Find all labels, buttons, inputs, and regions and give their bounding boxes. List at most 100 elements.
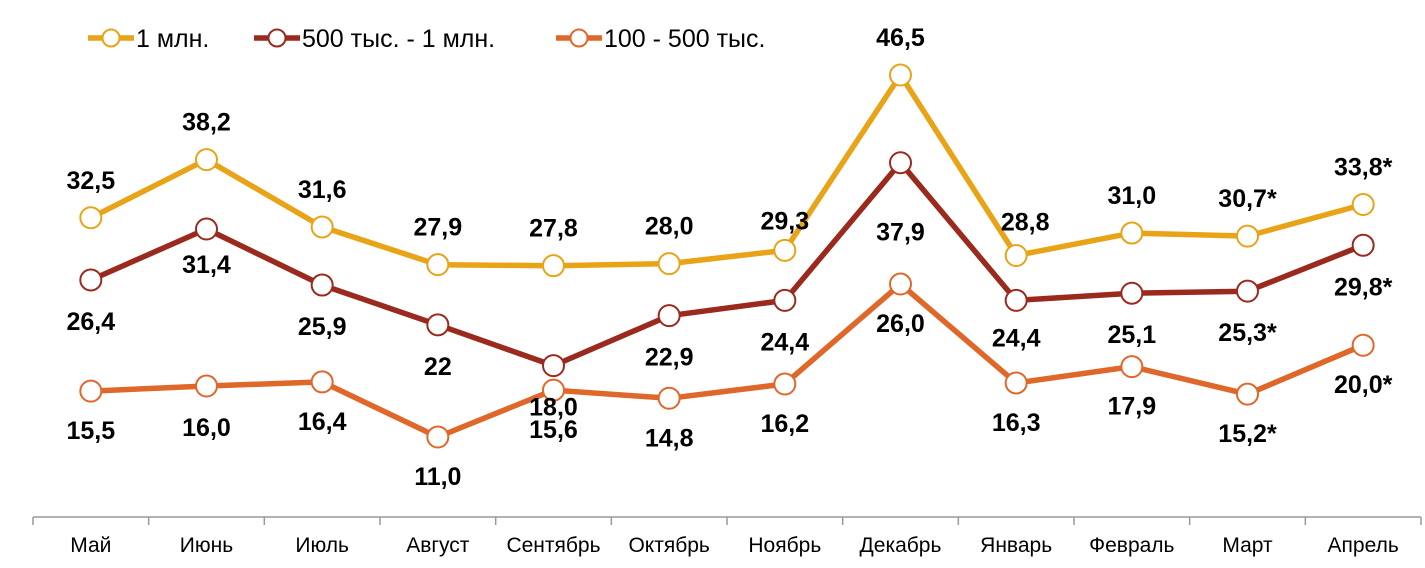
data-label: 27,8: [529, 215, 578, 243]
data-label: 22,9: [645, 344, 694, 372]
data-point: [1236, 382, 1259, 406]
data-label: 14,8: [645, 424, 694, 452]
x-tick-label: Февраль: [1089, 534, 1174, 557]
data-label: 29,8*: [1334, 273, 1393, 301]
data-point: [773, 288, 797, 312]
x-tick-label: Январь: [980, 534, 1052, 557]
data-point: [195, 148, 218, 172]
x-tick-label: Июнь: [180, 534, 233, 557]
data-labels: 32,5 38,2 31,6 27,9 27,8 28,0 29,3 46,5 28,8 31,0…: [66, 24, 1392, 491]
x-tick-label: Март: [1222, 534, 1273, 557]
data-point: [310, 273, 334, 297]
data-point: [542, 378, 565, 402]
data-label: 25,1: [1107, 321, 1156, 349]
data-label: 46,5: [876, 24, 925, 52]
data-label: 27,9: [413, 214, 462, 242]
data-point: [79, 268, 103, 292]
data-point: [310, 215, 334, 239]
data-label: 22: [424, 353, 452, 381]
data-point: [426, 313, 450, 337]
data-point: [889, 151, 912, 175]
x-tick-label: Декабрь: [860, 534, 942, 557]
data-label: 31,0: [1107, 182, 1156, 210]
data-label: 24,4: [760, 328, 809, 356]
data-label: 32,5: [66, 167, 115, 195]
data-label: 16,2: [760, 410, 809, 438]
data-point: [889, 272, 912, 296]
data-point: [542, 354, 565, 378]
legend-label: 1 млн.: [136, 25, 209, 53]
data-label: 31,6: [298, 176, 347, 204]
data-point: [1120, 355, 1144, 379]
data-point: [773, 372, 797, 396]
data-label: 26,0: [876, 310, 925, 338]
data-point: [542, 254, 565, 278]
data-label: 16,0: [182, 414, 231, 442]
legend-item: 500 тыс. - 1 млн.: [254, 25, 495, 53]
data-label: 31,4: [182, 251, 231, 279]
x-axis: Май Июнь Июль Август Сентябрь Октябрь Ноябрь Де…: [32, 516, 1422, 557]
series-layer: [79, 63, 1375, 449]
x-tick-label: Октябрь: [628, 534, 709, 557]
legend-item: 1 млн.: [88, 25, 209, 53]
data-label: 25,3*: [1218, 319, 1277, 347]
legend-swatch-marker: [267, 28, 287, 48]
data-label: 26,4: [66, 308, 115, 336]
data-label: 16,4: [298, 408, 347, 436]
data-label: 28,0: [645, 213, 694, 241]
data-point: [773, 238, 797, 262]
legend: 1 млн. 500 тыс. - 1 млн. 100 - 500 тыс.: [88, 25, 765, 53]
legend-item: 100 - 500 тыс.: [556, 25, 765, 53]
data-point: [195, 217, 218, 241]
x-tick-label: Сентябрь: [506, 534, 600, 557]
data-point: [310, 370, 334, 394]
data-point: [426, 425, 450, 449]
data-point: [195, 374, 218, 398]
x-tick-label: Ноябрь: [748, 534, 821, 557]
data-point: [889, 63, 912, 87]
data-label: 37,9: [876, 219, 925, 247]
series-line: [89, 72, 1364, 269]
data-label: 18,0: [529, 394, 578, 422]
data-point: [79, 379, 103, 403]
data-point: [1236, 224, 1259, 248]
data-label: 16,3: [992, 409, 1041, 437]
data-point: [1351, 233, 1375, 257]
data-label: 33,8*: [1334, 154, 1393, 182]
data-label: 24,4: [992, 324, 1041, 352]
data-point: [1351, 193, 1375, 217]
data-point: [79, 206, 103, 230]
series-1: [79, 63, 1375, 278]
data-point: [1004, 243, 1028, 267]
data-label: 15,5: [66, 417, 115, 445]
legend-label: 100 - 500 тыс.: [604, 25, 765, 53]
series-3: [79, 272, 1375, 449]
data-point: [1004, 371, 1028, 395]
data-point: [657, 386, 681, 410]
data-point: [657, 304, 681, 328]
data-point: [657, 252, 681, 276]
legend-swatch-marker: [569, 28, 589, 48]
data-label: 17,9: [1107, 393, 1156, 421]
x-tick-label: Август: [406, 534, 470, 557]
data-point: [426, 253, 450, 277]
data-label: 38,2: [182, 109, 231, 137]
data-label: 15,6: [529, 416, 578, 444]
data-point: [1351, 333, 1375, 357]
x-tick-label: Апрель: [1328, 534, 1399, 557]
data-label: 15,2*: [1218, 420, 1277, 448]
data-label: 28,8: [1001, 208, 1050, 236]
legend-swatch-marker: [101, 28, 121, 48]
x-tick-label: Июль: [295, 534, 349, 557]
data-label: 20,0*: [1334, 371, 1393, 399]
data-label: 30,7*: [1218, 185, 1277, 213]
legend-label: 500 тыс. - 1 млн.: [302, 25, 495, 53]
data-point: [1120, 281, 1144, 305]
data-point: [1236, 279, 1259, 303]
series-line: [89, 159, 1365, 369]
series-line: [90, 281, 1365, 440]
data-label: 29,3: [760, 207, 809, 235]
data-label: 11,0: [414, 463, 461, 491]
data-point: [1120, 221, 1144, 245]
